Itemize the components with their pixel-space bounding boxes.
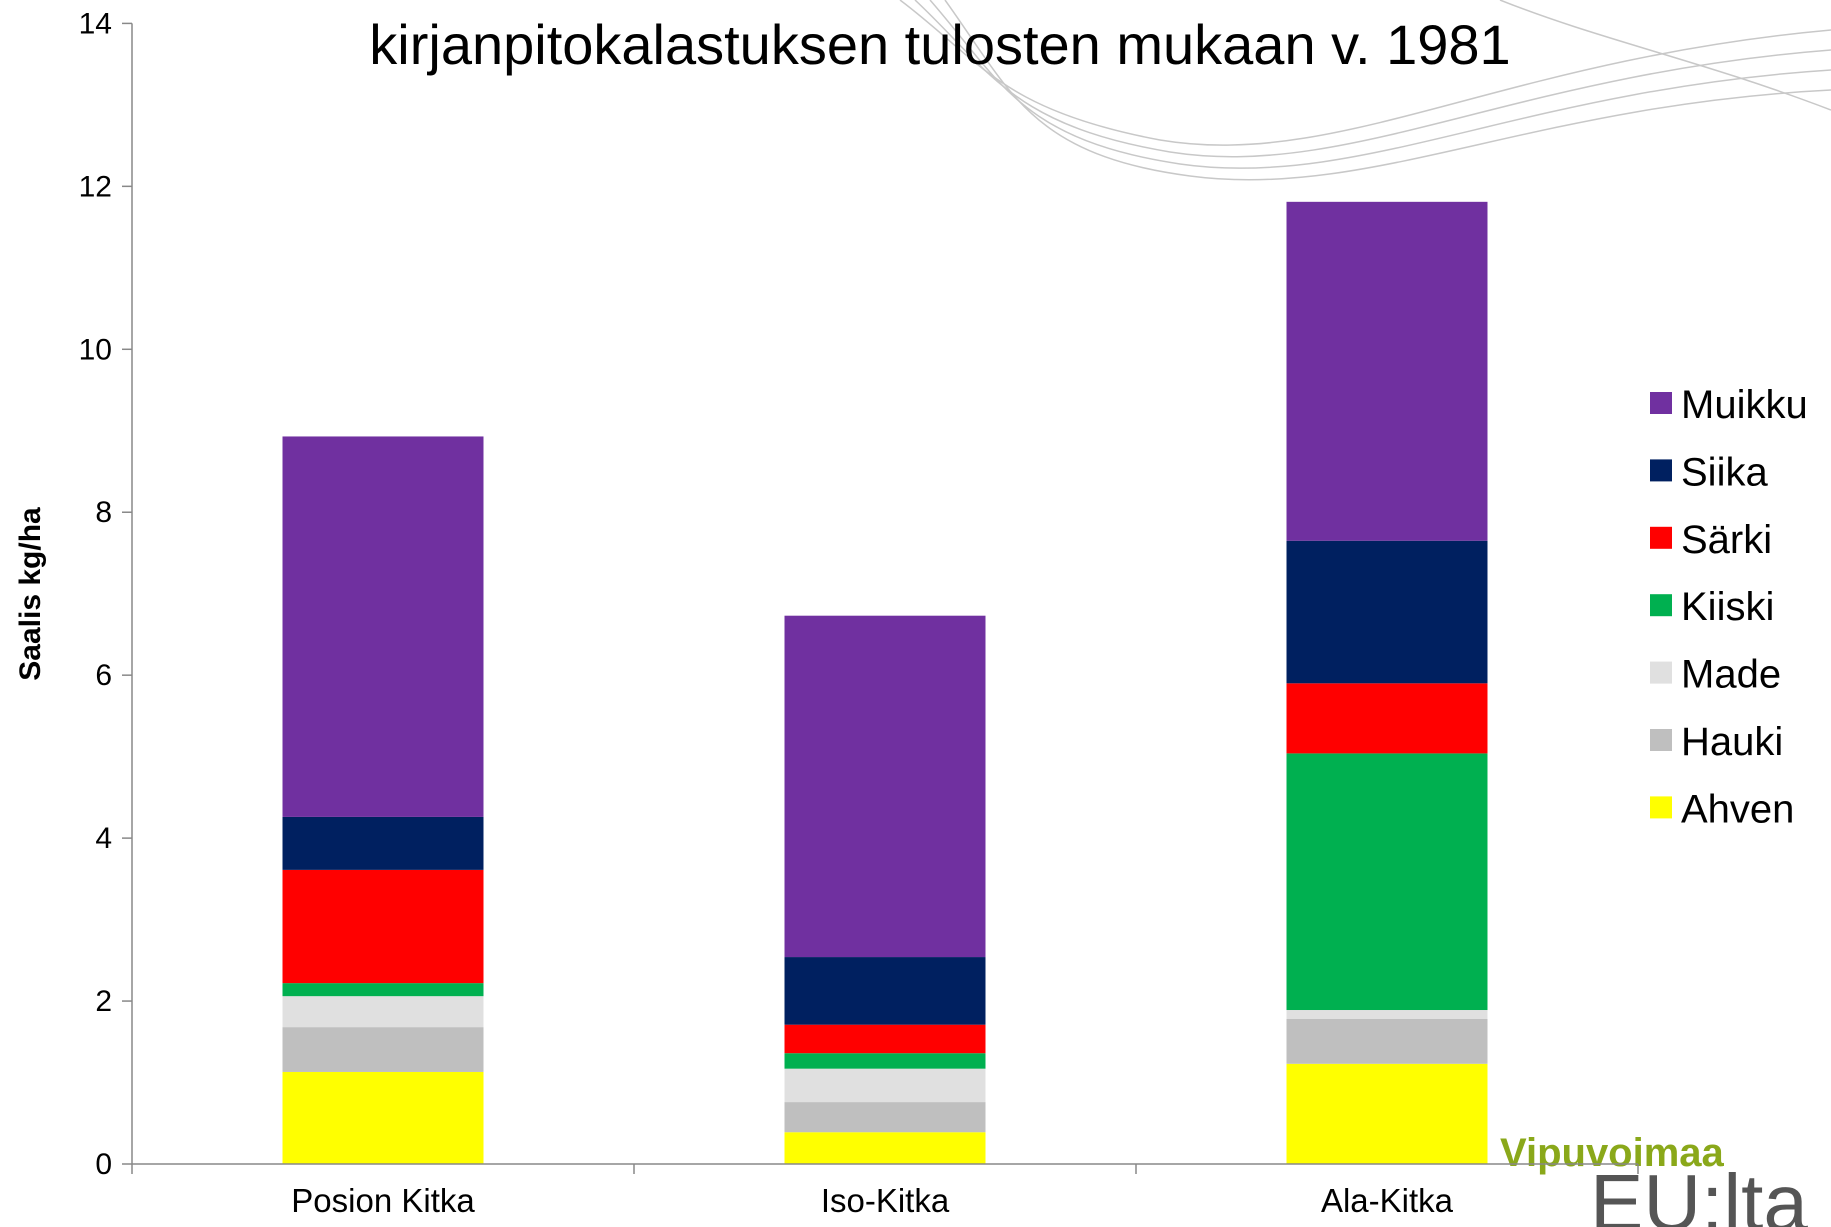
bar-segment [784, 615, 986, 958]
logo-text: EU:lta [1590, 1158, 1808, 1227]
x-tick-label: Posion Kitka [291, 1182, 475, 1219]
legend-swatch [1650, 661, 1672, 684]
y-tick-label: 6 [95, 659, 112, 692]
y-tick-label: 14 [79, 7, 112, 40]
y-tick-label: 12 [79, 170, 112, 203]
legend-label: Ahven [1681, 787, 1794, 831]
bar-segment [282, 816, 484, 870]
legend-label: Särki [1681, 518, 1772, 562]
ribbon-decoration [899, 0, 1831, 181]
legend-label: Muikku [1681, 383, 1808, 427]
legend-label: Hauki [1681, 720, 1783, 764]
bar-segment [1286, 753, 1488, 1011]
y-tick-label: 10 [79, 333, 112, 366]
bar-segment [282, 869, 484, 984]
legend-swatch [1650, 594, 1672, 617]
bar-segment [1286, 201, 1488, 541]
bar-segment [784, 1132, 986, 1164]
legend-label: Kiiski [1681, 585, 1774, 629]
bar-segment [784, 1068, 986, 1103]
bar-segment [784, 957, 986, 1025]
y-tick-label: 8 [95, 496, 112, 529]
legend-swatch [1650, 459, 1672, 482]
bar-segment [1286, 1010, 1488, 1019]
legend-swatch [1650, 729, 1672, 751]
chart-title: kirjanpitokalastuksen tulosten mukaan v.… [369, 13, 1510, 76]
y-tick-label: 0 [95, 1148, 112, 1181]
legend-label: Siika [1681, 450, 1768, 494]
bar-segment [282, 1027, 484, 1072]
bar-segment [282, 983, 484, 997]
legend-swatch [1650, 796, 1672, 819]
logo-text: Vipuvoimaa [1500, 1131, 1725, 1175]
x-tick-label: Iso-Kitka [821, 1182, 950, 1219]
bar-segment [282, 436, 484, 817]
y-tick-label: 4 [95, 822, 112, 855]
bar-segment [1286, 1063, 1488, 1164]
bar-segment [784, 1024, 986, 1054]
bar-segment [282, 1071, 484, 1164]
bar-segment [282, 996, 484, 1028]
legend-swatch [1650, 526, 1672, 549]
bar-segment [1286, 540, 1488, 684]
bar-segment [784, 1102, 986, 1133]
legend-swatch [1650, 392, 1672, 414]
bar-segment [784, 1053, 986, 1069]
y-axis-label: Saalis kg/ha [14, 507, 47, 681]
y-tick-label: 2 [95, 985, 112, 1018]
legend-label: Made [1681, 653, 1781, 697]
bar-segment [1286, 1018, 1488, 1064]
bar-segment [1286, 683, 1488, 754]
x-tick-label: Ala-Kitka [1321, 1182, 1454, 1219]
